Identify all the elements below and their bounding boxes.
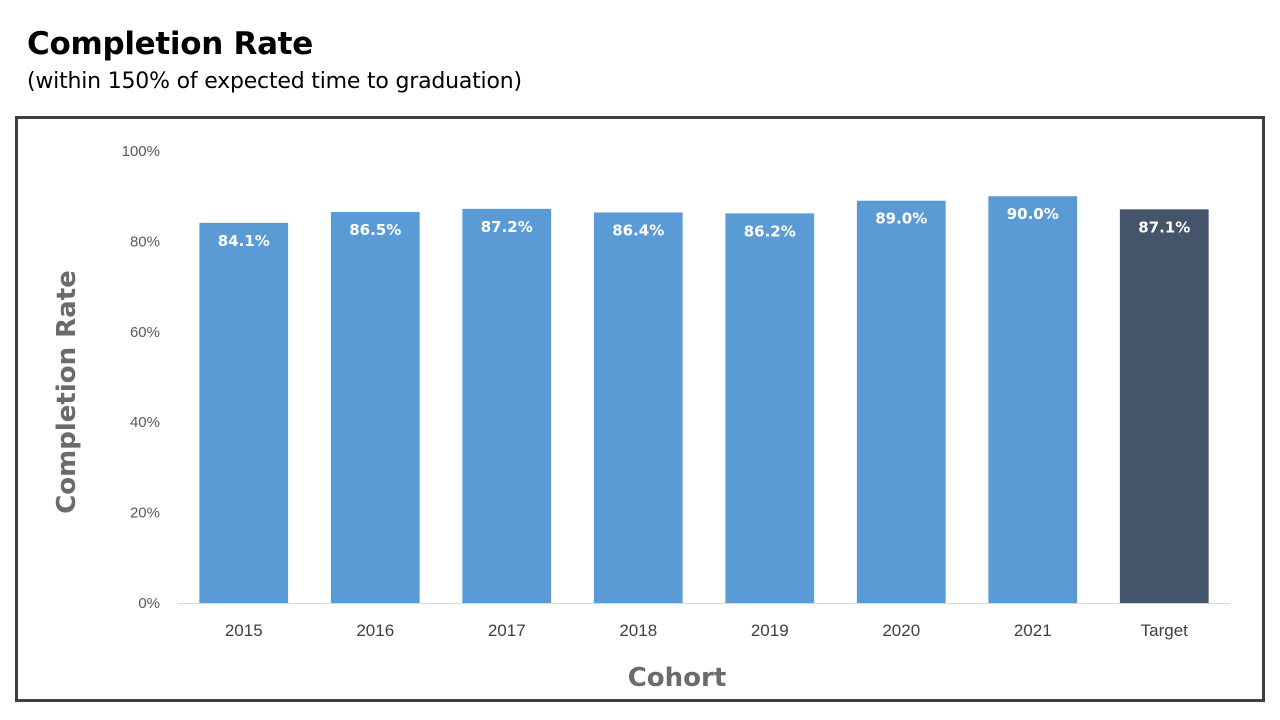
x-tick-label: Target xyxy=(1141,621,1189,640)
data-label: 87.2% xyxy=(481,218,533,236)
x-tick-label: 2021 xyxy=(1014,621,1052,640)
x-tick-label: 2018 xyxy=(619,621,657,640)
y-tick-label: 0% xyxy=(138,595,160,612)
x-tick-label: 2015 xyxy=(225,621,263,640)
data-label: 84.1% xyxy=(218,232,270,250)
bar xyxy=(856,200,946,603)
chart-frame xyxy=(15,116,1265,702)
bar xyxy=(988,196,1078,603)
data-label: 86.2% xyxy=(744,222,796,240)
x-tick-label: 2019 xyxy=(751,621,789,640)
bar xyxy=(1119,209,1209,604)
x-tick-label: 2020 xyxy=(882,621,920,640)
data-label: 87.1% xyxy=(1138,218,1190,236)
bar xyxy=(199,222,289,604)
data-label: 90.0% xyxy=(1007,205,1059,223)
x-axis-title: Cohort xyxy=(628,663,727,693)
y-tick-label: 20% xyxy=(130,505,160,522)
y-tick-label: 100% xyxy=(122,143,160,160)
y-axis-title: Completion Rate xyxy=(52,270,82,514)
x-tick-label: 2017 xyxy=(488,621,526,640)
data-label: 86.4% xyxy=(612,221,664,239)
bar xyxy=(462,208,552,603)
page-subtitle: (within 150% of expected time to graduat… xyxy=(27,69,522,94)
bar xyxy=(725,213,815,603)
y-tick-label: 80% xyxy=(130,233,160,250)
data-label: 89.0% xyxy=(875,210,927,228)
data-label: 86.5% xyxy=(349,221,401,239)
bar xyxy=(330,212,420,603)
bar xyxy=(593,212,683,604)
page-title: Completion Rate xyxy=(27,26,313,62)
y-tick-label: 60% xyxy=(130,324,160,341)
y-tick-label: 40% xyxy=(130,414,160,431)
x-tick-label: 2016 xyxy=(356,621,394,640)
